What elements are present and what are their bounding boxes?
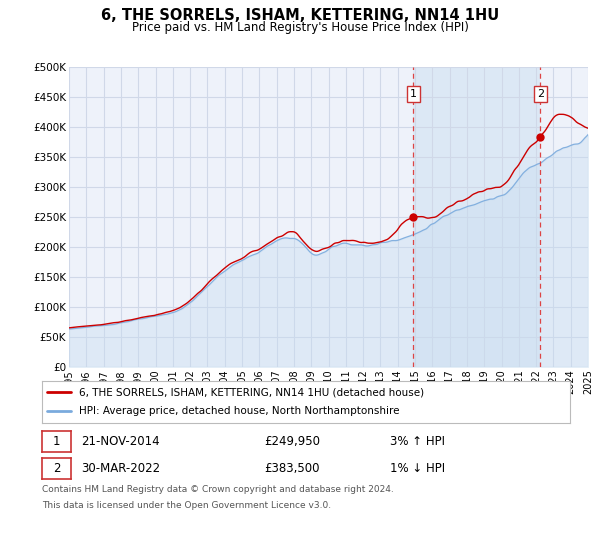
Text: 2: 2: [537, 89, 544, 99]
Text: 1: 1: [53, 435, 60, 449]
Text: £383,500: £383,500: [264, 462, 320, 475]
Text: 1: 1: [410, 89, 417, 99]
Text: 3% ↑ HPI: 3% ↑ HPI: [390, 435, 445, 449]
Text: HPI: Average price, detached house, North Northamptonshire: HPI: Average price, detached house, Nort…: [79, 407, 400, 417]
Bar: [413, 67, 541, 367]
Text: Contains HM Land Registry data © Crown copyright and database right 2024.: Contains HM Land Registry data © Crown c…: [42, 485, 394, 494]
Text: 30-MAR-2022: 30-MAR-2022: [81, 462, 160, 475]
Text: Price paid vs. HM Land Registry's House Price Index (HPI): Price paid vs. HM Land Registry's House …: [131, 21, 469, 34]
Text: 21-NOV-2014: 21-NOV-2014: [81, 435, 160, 449]
Text: 1% ↓ HPI: 1% ↓ HPI: [390, 462, 445, 475]
Text: 6, THE SORRELS, ISHAM, KETTERING, NN14 1HU (detached house): 6, THE SORRELS, ISHAM, KETTERING, NN14 1…: [79, 387, 424, 397]
Text: £249,950: £249,950: [264, 435, 320, 449]
Text: This data is licensed under the Open Government Licence v3.0.: This data is licensed under the Open Gov…: [42, 501, 331, 510]
Text: 6, THE SORRELS, ISHAM, KETTERING, NN14 1HU: 6, THE SORRELS, ISHAM, KETTERING, NN14 1…: [101, 8, 499, 24]
Text: 2: 2: [53, 462, 60, 475]
